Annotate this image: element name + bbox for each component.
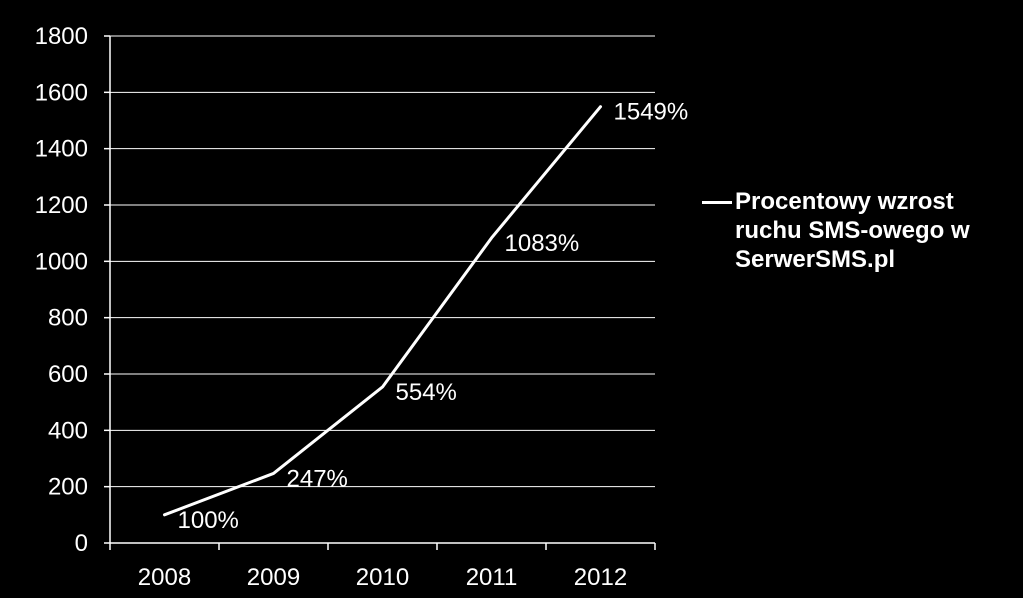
- y-tick-label-1600: 1600: [35, 79, 88, 106]
- y-tick-label-800: 800: [48, 305, 88, 332]
- y-tick-label-400: 400: [48, 417, 88, 444]
- y-tick-label-0: 0: [75, 530, 88, 557]
- y-tick-label-200: 200: [48, 474, 88, 501]
- legend-entry-label: Procentowy wzrost ruchu SMS-owego w Serw…: [735, 188, 970, 273]
- gridlines: [110, 35, 655, 488]
- y-tick-label-1800: 1800: [35, 23, 88, 50]
- x-tick-label-2011: 2011: [466, 564, 518, 591]
- data-label-2009: 247%: [287, 465, 348, 492]
- legend: Procentowy wzrost ruchu SMS-owego w Serw…: [702, 187, 1002, 274]
- data-label-2010: 554%: [396, 379, 457, 406]
- data-label-2012: 1549%: [614, 99, 689, 126]
- series-layer: [163, 105, 602, 517]
- y-tick-label-1000: 1000: [35, 248, 88, 275]
- y-tick-label-1400: 1400: [35, 136, 88, 163]
- labels-layer: 0 200 400 600 800 1000 1200 1400 1600 1800 2008 200…: [35, 23, 689, 591]
- axes: [104, 35, 656, 550]
- series-line-0: [163, 105, 602, 517]
- y-tick-label-1200: 1200: [35, 192, 88, 219]
- data-label-2008: 100%: [178, 507, 239, 534]
- x-tick-label-2012: 2012: [574, 564, 627, 591]
- y-tick-label-600: 600: [48, 361, 88, 388]
- x-tick-label-2010: 2010: [356, 564, 409, 591]
- x-tick-label-2009: 2009: [247, 564, 300, 591]
- x-tick-label-2008: 2008: [138, 564, 191, 591]
- data-label-2011: 1083%: [505, 230, 580, 257]
- legend-line-swatch: [702, 201, 732, 204]
